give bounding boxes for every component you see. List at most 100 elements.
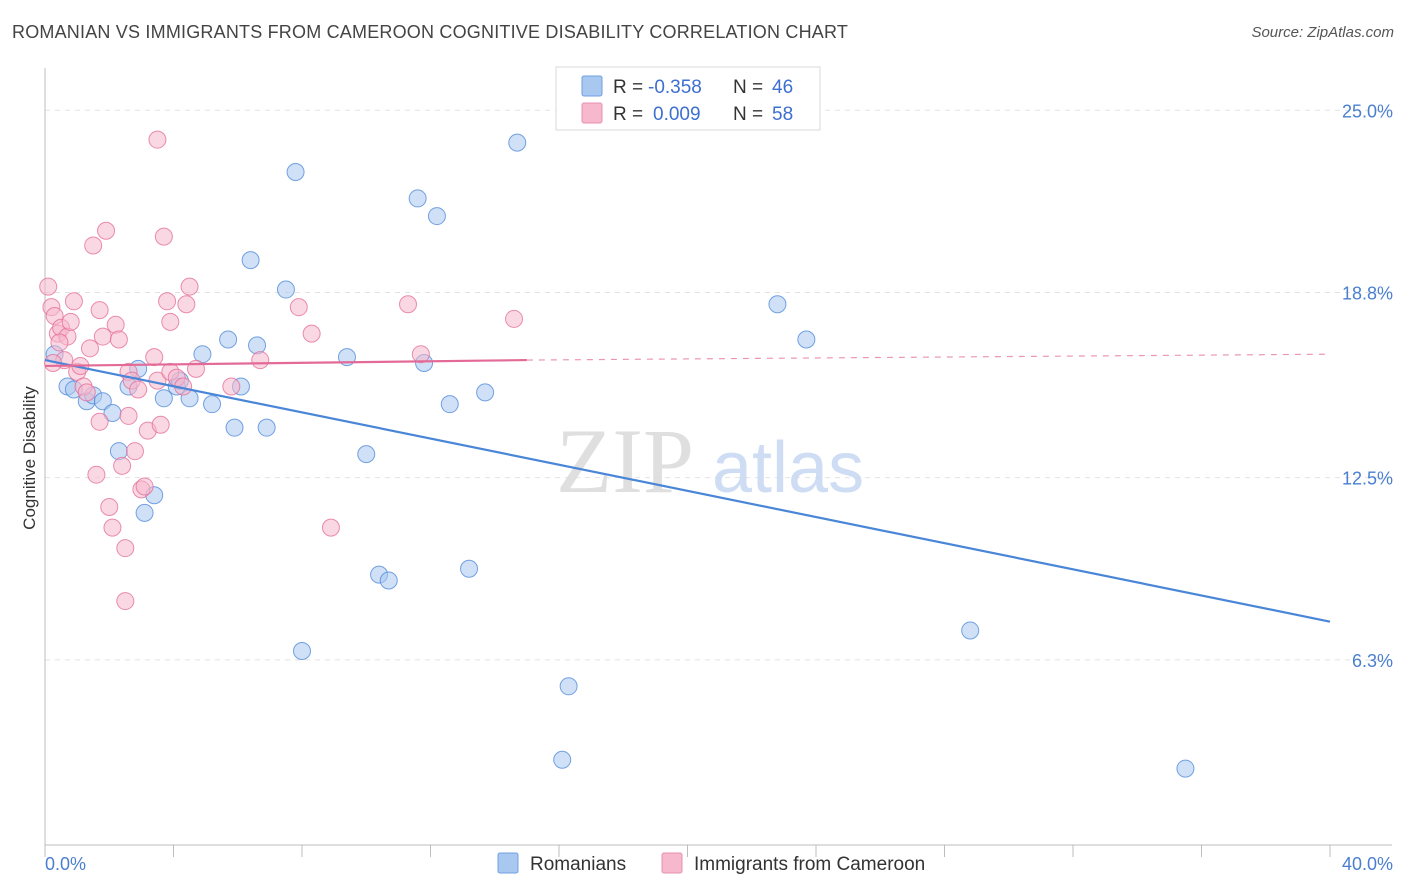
cameroon-point <box>177 295 196 314</box>
cameroon-point <box>93 327 112 346</box>
axes <box>44 68 1392 857</box>
cameroon-point <box>90 301 109 320</box>
y-tick-label: 18.8% <box>1342 283 1393 303</box>
romanians-point <box>219 330 238 349</box>
legend-r-label-2: R = <box>613 104 643 125</box>
series-legend: Romanians Immigrants from Cameroon <box>497 852 925 875</box>
data-points <box>39 130 1195 778</box>
legend-r-value-1: -0.358 <box>648 77 702 98</box>
cameroon-point <box>116 592 135 611</box>
cameroon-point <box>125 442 144 461</box>
y-axis-label: Cognitive Disability <box>20 386 39 530</box>
romanians-point <box>553 750 572 769</box>
chart-title: ROMANIAN VS IMMIGRANTS FROM CAMEROON COG… <box>12 22 849 42</box>
cameroon-point <box>61 312 80 331</box>
cameroon-point <box>113 456 132 475</box>
romanians-point <box>379 571 398 590</box>
cameroon-point <box>90 412 109 431</box>
romanians-trend-line <box>44 358 1331 623</box>
romanians-point <box>93 392 112 411</box>
cameroon-trend-line <box>44 358 527 368</box>
watermark: ZIP atlas <box>556 410 864 512</box>
romanians-point <box>286 162 305 181</box>
cameroon-point <box>154 227 173 246</box>
romanians-point <box>797 330 816 349</box>
cameroon-point <box>148 130 167 149</box>
bottom-legend-swatch-romanians <box>497 852 519 874</box>
cameroon-point <box>119 406 138 425</box>
cameroon-point <box>251 351 270 370</box>
legend-r-value-2: 0.009 <box>653 104 701 125</box>
cameroon-point <box>87 465 106 484</box>
romanians-point <box>408 189 427 208</box>
cameroon-point <box>129 380 148 399</box>
cameroon-point <box>39 277 58 296</box>
y-tick-label: 6.3% <box>1352 651 1393 671</box>
cameroon-point <box>411 345 430 364</box>
cameroon-point <box>106 315 125 334</box>
cameroon-point <box>97 221 116 240</box>
cameroon-point <box>84 236 103 255</box>
romanians-point <box>559 677 578 696</box>
cameroon-point <box>180 277 199 296</box>
y-tick-label: 12.5% <box>1342 469 1393 489</box>
cameroon-point <box>321 518 340 537</box>
cameroon-point <box>116 539 135 558</box>
romanians-point <box>961 621 980 640</box>
cameroon-point <box>77 383 96 402</box>
cameroon-point <box>399 295 418 314</box>
x-tick-labels: 0.0% 40.0% <box>45 854 1393 874</box>
cameroon-point <box>100 498 119 517</box>
legend-n-value-1: 46 <box>772 77 793 98</box>
legend-swatch-romanians <box>581 75 603 97</box>
trend-lines <box>44 353 1331 623</box>
y-tick-label: 25.0% <box>1342 101 1393 121</box>
cameroon-trend-extension <box>526 353 1331 361</box>
romanians-point <box>476 383 495 402</box>
cameroon-point <box>50 333 69 352</box>
romanians-point <box>225 418 244 437</box>
romanians-point <box>1176 759 1195 778</box>
bottom-legend-cameroon: Immigrants from Cameroon <box>694 854 925 875</box>
romanians-point <box>440 395 459 414</box>
x-tick-label: 0.0% <box>45 854 86 874</box>
romanians-point <box>276 280 295 299</box>
cameroon-point <box>302 324 321 343</box>
watermark-atlas: atlas <box>712 428 864 508</box>
cameroon-point <box>289 298 308 317</box>
cameroon-point <box>80 339 99 358</box>
cameroon-point <box>135 477 154 496</box>
cameroon-point <box>109 330 128 349</box>
romanians-point <box>293 642 311 661</box>
grid-lines <box>45 109 1392 661</box>
romanians-point <box>241 251 260 270</box>
romanians-point <box>248 336 267 355</box>
romanians-point <box>135 503 154 522</box>
legend-n-label-2: N = <box>733 104 763 125</box>
bottom-legend-romanians: Romanians <box>530 854 626 875</box>
cameroon-point <box>158 292 177 311</box>
y-tick-labels: 6.3% 12.5% 18.8% 25.0% <box>1342 101 1393 671</box>
romanians-point <box>203 395 222 414</box>
cameroon-point <box>145 348 164 367</box>
romanians-point <box>460 559 479 578</box>
watermark-zip: ZIP <box>556 410 694 512</box>
cameroon-point <box>103 518 122 537</box>
legend-n-value-2: 58 <box>772 104 793 125</box>
stats-legend: R = -0.358 N = 46 R = 0.009 N = 58 <box>555 66 821 131</box>
cameroon-point <box>222 377 241 396</box>
cameroon-point <box>505 309 524 328</box>
romanians-point <box>427 207 446 226</box>
romanians-point <box>768 295 787 314</box>
legend-r-label-1: R = <box>613 77 643 98</box>
romanians-point <box>109 442 128 461</box>
source-label: Source: ZipAtlas.com <box>1251 24 1394 41</box>
romanians-point <box>154 389 173 408</box>
legend-swatch-cameroon <box>581 102 603 124</box>
romanians-point <box>257 418 276 437</box>
legend-n-label-1: N = <box>733 77 763 98</box>
bottom-legend-swatch-cameroon <box>661 852 683 874</box>
cameroon-point <box>64 292 83 311</box>
cameroon-point <box>161 312 180 331</box>
